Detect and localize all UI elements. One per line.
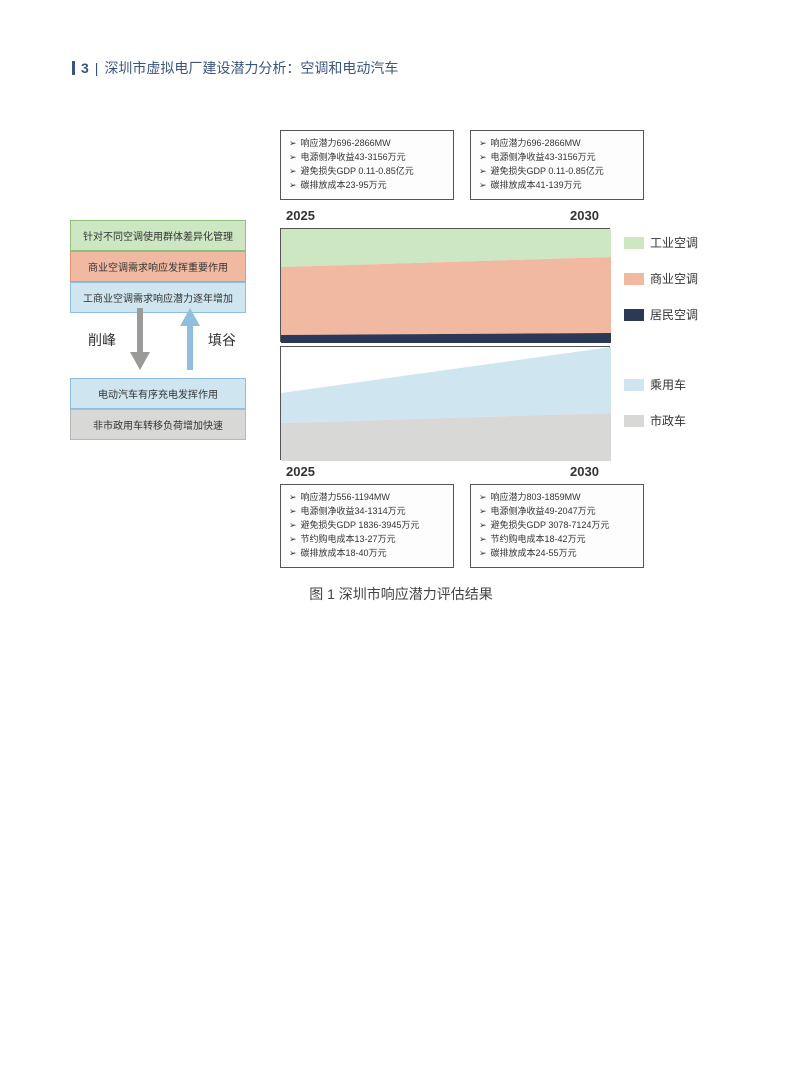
- bullet-icon: ➢: [479, 179, 487, 193]
- figure-caption: 图 1 深圳市响应潜力评估结果: [70, 584, 732, 604]
- databox-text: 响应潜力803-1859MW: [491, 491, 581, 505]
- databox-line: ➢ 避免损失GDP 0.11-0.85亿元: [289, 165, 445, 179]
- bullet-icon: ➢: [479, 491, 487, 505]
- databox-line: ➢ 避免损失GDP 1836-3945万元: [289, 519, 445, 533]
- legend-item: 商业空调: [624, 270, 698, 287]
- bullet-icon: ➢: [479, 165, 487, 179]
- callout-item: 非市政用车转移负荷增加快速: [70, 409, 246, 440]
- header-accent-bar: [72, 61, 75, 75]
- databox-line: ➢ 节约购电成本13-27万元: [289, 533, 445, 547]
- databox-line: ➢ 避免损失GDP 3078-7124万元: [479, 519, 635, 533]
- databox-text: 电源侧净收益49-2047万元: [491, 505, 596, 519]
- bullet-icon: ➢: [479, 547, 487, 561]
- arrows-icon: [110, 304, 220, 374]
- bullet-icon: ➢: [289, 491, 297, 505]
- databox-text: 响应潜力696-2866MW: [301, 137, 391, 151]
- databox-text: 避免损失GDP 0.11-0.85亿元: [301, 165, 414, 179]
- databox-line: ➢ 碳排放成本18-40万元: [289, 547, 445, 561]
- bullet-icon: ➢: [289, 533, 297, 547]
- databox-text: 电源侧净收益43-3156万元: [491, 151, 596, 165]
- databox-top-right: ➢ 响应潜力696-2866MW ➢ 电源侧净收益43-3156万元 ➢ 避免损失GDP …: [470, 130, 644, 200]
- databox-line: ➢ 响应潜力696-2866MW: [479, 137, 635, 151]
- databox-line: ➢ 碳排放成本24-55万元: [479, 547, 635, 561]
- databox-line: ➢ 避免损失GDP 0.11-0.85亿元: [479, 165, 635, 179]
- legend-item: 市政车: [624, 412, 686, 429]
- legend-label: 乘用车: [650, 376, 686, 393]
- bullet-icon: ➢: [289, 165, 297, 179]
- databox-line: ➢ 电源侧净收益49-2047万元: [479, 505, 635, 519]
- databox-text: 响应潜力556-1194MW: [301, 491, 390, 505]
- legend-swatch: [624, 309, 644, 321]
- databox-line: ➢ 电源侧净收益34-1314万元: [289, 505, 445, 519]
- databox-text: 碳排放成本41-139万元: [491, 179, 582, 193]
- bullet-icon: ➢: [289, 505, 297, 519]
- bullet-icon: ➢: [289, 151, 297, 165]
- year-label-2030-bottom: 2030: [570, 464, 599, 479]
- legend-swatch: [624, 237, 644, 249]
- page-header: 3 | 深圳市虚拟电厂建设潜力分析：空调和电动汽车: [72, 58, 398, 78]
- databox-text: 碳排放成本24-55万元: [491, 547, 577, 561]
- legend-label: 市政车: [650, 412, 686, 429]
- databox-line: ➢ 响应潜力803-1859MW: [479, 491, 635, 505]
- callout-item: 商业空调需求响应发挥重要作用: [70, 251, 246, 282]
- bullet-icon: ➢: [479, 137, 487, 151]
- databox-text: 避免损失GDP 1836-3945万元: [301, 519, 420, 533]
- legend-swatch: [624, 379, 644, 391]
- label-valley-filling: 填谷: [208, 330, 236, 350]
- legend-swatch: [624, 415, 644, 427]
- databox-line: ➢ 节约购电成本18-42万元: [479, 533, 635, 547]
- bullet-icon: ➢: [289, 519, 297, 533]
- bullet-icon: ➢: [479, 519, 487, 533]
- legend-swatch: [624, 273, 644, 285]
- year-label-2025-bottom: 2025: [286, 464, 315, 479]
- databox-text: 碳排放成本23-95万元: [301, 179, 387, 193]
- databox-bottom-right: ➢ 响应潜力803-1859MW ➢ 电源侧净收益49-2047万元 ➢ 避免损失GDP …: [470, 484, 644, 568]
- callout-stack-top: 针对不同空调使用群体差异化管理商业空调需求响应发挥重要作用工商业空调需求响应潜力…: [70, 220, 246, 313]
- page-number: 3: [81, 60, 89, 76]
- databox-text: 避免损失GDP 0.11-0.85亿元: [491, 165, 604, 179]
- bullet-icon: ➢: [289, 137, 297, 151]
- databox-text: 电源侧净收益34-1314万元: [301, 505, 406, 519]
- page-title: 深圳市虚拟电厂建设潜力分析：空调和电动汽车: [104, 58, 398, 78]
- databox-text: 电源侧净收益43-3156万元: [301, 151, 406, 165]
- databox-line: ➢ 电源侧净收益43-3156万元: [289, 151, 445, 165]
- header-separator: |: [95, 60, 99, 76]
- databox-top-left: ➢ 响应潜力696-2866MW ➢ 电源侧净收益43-3156万元 ➢ 避免损失GDP …: [280, 130, 454, 200]
- bullet-icon: ➢: [479, 533, 487, 547]
- callout-item: 电动汽车有序充电发挥作用: [70, 378, 246, 409]
- bullet-icon: ➢: [479, 151, 487, 165]
- legend-item: 居民空调: [624, 306, 698, 323]
- databox-text: 避免损失GDP 3078-7124万元: [491, 519, 610, 533]
- databox-line: ➢ 响应潜力696-2866MW: [289, 137, 445, 151]
- databox-line: ➢ 碳排放成本41-139万元: [479, 179, 635, 193]
- legend-label: 商业空调: [650, 270, 698, 287]
- legend-item: 乘用车: [624, 376, 686, 393]
- callout-stack-bottom: 电动汽车有序充电发挥作用非市政用车转移负荷增加快速: [70, 378, 246, 440]
- databox-line: ➢ 响应潜力556-1194MW: [289, 491, 445, 505]
- databox-text: 响应潜力696-2866MW: [491, 137, 581, 151]
- bullet-icon: ➢: [289, 547, 297, 561]
- legend-label: 居民空调: [650, 306, 698, 323]
- area-chart-upper: [280, 228, 610, 342]
- callout-item: 针对不同空调使用群体差异化管理: [70, 220, 246, 251]
- databox-line: ➢ 碳排放成本23-95万元: [289, 179, 445, 193]
- year-label-2025-top: 2025: [286, 208, 315, 223]
- databox-text: 节约购电成本13-27万元: [301, 533, 396, 547]
- bullet-icon: ➢: [479, 505, 487, 519]
- legend-label: 工业空调: [650, 234, 698, 251]
- databox-line: ➢ 电源侧净收益43-3156万元: [479, 151, 635, 165]
- databox-bottom-left: ➢ 响应潜力556-1194MW ➢ 电源侧净收益34-1314万元 ➢ 避免损失GDP …: [280, 484, 454, 568]
- legend-item: 工业空调: [624, 234, 698, 251]
- databox-text: 碳排放成本18-40万元: [301, 547, 387, 561]
- label-peak-shaving: 削峰: [88, 330, 116, 350]
- bullet-icon: ➢: [289, 179, 297, 193]
- area-chart-lower: [280, 346, 610, 460]
- year-label-2030-top: 2030: [570, 208, 599, 223]
- databox-text: 节约购电成本18-42万元: [491, 533, 586, 547]
